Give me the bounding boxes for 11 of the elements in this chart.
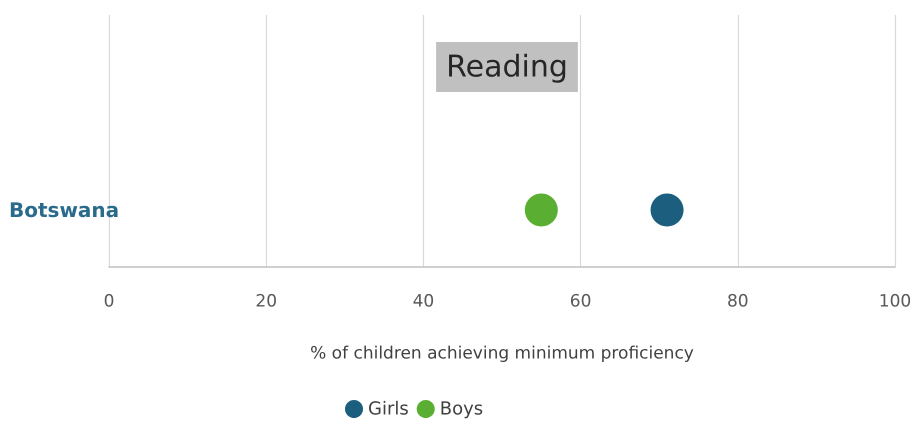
x-tick-label: 20 <box>255 292 278 312</box>
legend-label: Girls <box>368 398 409 420</box>
y-tick-label: Botswana <box>9 198 120 222</box>
x-tick-label: 40 <box>412 292 434 312</box>
x-axis-title: % of children achieving minimum proficiency <box>310 344 694 364</box>
x-tick-label: 100 <box>878 292 912 312</box>
x-tick-label: 60 <box>570 292 592 312</box>
legend-label: Boys <box>440 398 484 420</box>
x-tick-label: 80 <box>726 292 749 312</box>
x-tick-label: 0 <box>104 292 114 312</box>
chart-title: Reading <box>446 50 568 84</box>
